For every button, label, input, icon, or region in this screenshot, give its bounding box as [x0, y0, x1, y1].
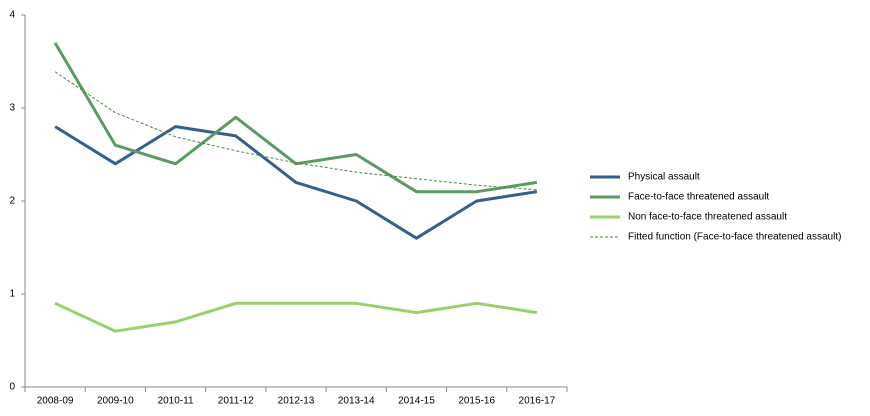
legend-label: Face-to-face threatened assault	[628, 192, 769, 203]
x-tick-label: 2016-17	[519, 396, 556, 407]
series-line	[53, 42, 538, 194]
y-tick-label: 0	[9, 382, 15, 393]
legend-label: Non face-to-face threatened assault	[628, 212, 787, 223]
x-tick-label: 2011-12	[218, 396, 254, 407]
x-tick-label: 2008-09	[37, 396, 74, 407]
legend-label: Physical assault	[628, 172, 700, 183]
x-tick-label: 2014-15	[398, 396, 435, 407]
y-tick-label: 3	[9, 103, 15, 114]
fitted-line	[54, 71, 537, 191]
legend-label: Fitted function (Face-to-face threatened…	[628, 232, 841, 243]
x-tick-label: 2015-16	[458, 396, 495, 407]
y-tick-label: 4	[9, 10, 15, 21]
y-tick-label: 1	[9, 289, 15, 300]
x-tick-label: 2013-14	[338, 396, 375, 407]
y-tick-label: 2	[9, 196, 15, 207]
series-line	[54, 125, 538, 240]
x-tick-label: 2009-10	[97, 396, 134, 407]
x-tick-label: 2010-11	[158, 396, 194, 407]
x-tick-label: 2012-13	[278, 396, 315, 407]
series-line	[54, 301, 538, 333]
